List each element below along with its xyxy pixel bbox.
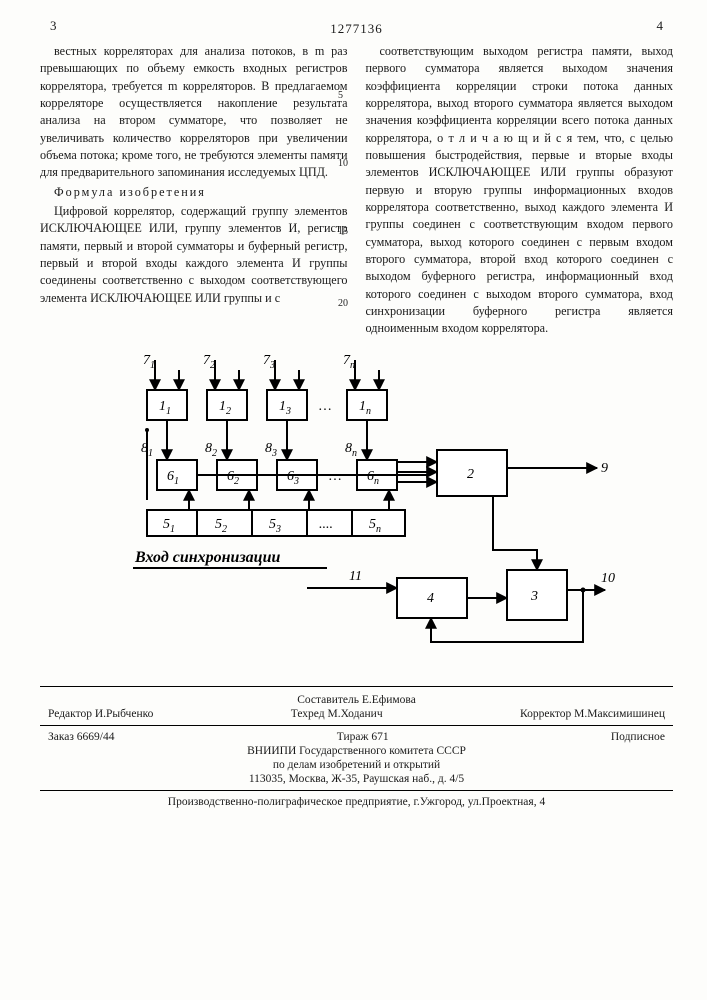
org-line-2: по делам изобретений и открытий (40, 758, 673, 772)
block-2: 2 9 (197, 450, 608, 496)
document-page: 3 4 1277136 5 10 15 20 вестных коррелято… (0, 0, 707, 1000)
register-5: 51 52 53 .... 5n (147, 510, 405, 536)
page-num-right: 4 (657, 18, 664, 34)
right-column: соответствующим выходом регистра памяти,… (366, 43, 674, 340)
output-9-label: 9 (601, 461, 608, 476)
label-8-3: 83 (265, 441, 277, 459)
label-7-2: 72 (203, 353, 215, 371)
document-number: 1277136 (40, 21, 673, 37)
row-blocks-1: 11 12 13 1n … (147, 390, 387, 420)
tirazh-line: Тираж 671 (337, 731, 389, 743)
print-line: Производственно-полиграфическое предприя… (40, 795, 673, 809)
label-8-2: 82 (205, 441, 217, 459)
sign-line: Подписное (611, 731, 665, 743)
inputs-8-to-1 (179, 370, 379, 390)
circuit-svg: 11 12 13 1n … 71 72 73 7n (97, 350, 617, 670)
output-10-label: 10 (601, 571, 615, 586)
page-num-left: 3 (50, 18, 57, 34)
formula-heading: Формула изобретения (40, 184, 348, 201)
editor-line: Редактор И.Рыбченко (48, 708, 153, 720)
block-4-label: 4 (427, 591, 434, 606)
text-columns: вестных корреляторах для анализа потоков… (40, 43, 673, 340)
block-2-label: 2 (467, 467, 474, 482)
label-8-n: 8n (345, 441, 357, 459)
left-para-2: Цифровой коррелятор, содержащий группу э… (40, 203, 348, 307)
block-3-label: 3 (530, 589, 538, 604)
addr-line: 113035, Москва, Ж-35, Раушская наб., д. … (40, 772, 673, 786)
line-num-15: 15 (338, 226, 348, 237)
line-num-5: 5 (338, 90, 343, 101)
wires-5-to-6 (189, 490, 389, 510)
label-7-3: 73 (263, 353, 275, 371)
left-column: вестных корреляторах для анализа потоков… (40, 43, 348, 340)
label-7-n: 7n (343, 353, 355, 371)
org-line-1: ВНИИПИ Государственного комитета СССР (40, 744, 673, 758)
ellipsis-6: … (329, 469, 341, 484)
block-4: 4 (397, 578, 467, 618)
ellipsis-1: … (319, 399, 331, 414)
sync-input: 11 Вход синхронизации (133, 549, 397, 588)
left-para-1: вестных корреляторах для анализа потоков… (40, 43, 348, 182)
cell-5-ellipsis: .... (319, 517, 333, 532)
line-num-20: 20 (338, 298, 348, 309)
label-11: 11 (349, 569, 362, 584)
techred-line: Техред М.Ходанич (291, 708, 383, 720)
line-num-10: 10 (338, 158, 348, 169)
circuit-figure: 11 12 13 1n … 71 72 73 7n (97, 350, 617, 670)
order-line: Заказ 6669/44 (48, 731, 115, 743)
right-para-1: соответствующим выходом регистра памяти,… (366, 43, 674, 338)
compiler-line: Составитель Е.Ефимова (40, 693, 673, 707)
imprint-footer: Составитель Е.Ефимова Редактор И.Рыбченк… (40, 686, 673, 809)
sync-label: Вход синхронизации (134, 549, 280, 566)
block-3: 3 10 (507, 570, 615, 620)
inputs-7: 71 72 73 7n (143, 353, 355, 390)
label-7-1: 71 (143, 353, 155, 371)
corrector-line: Корректор М.Максимишинец (520, 708, 665, 720)
